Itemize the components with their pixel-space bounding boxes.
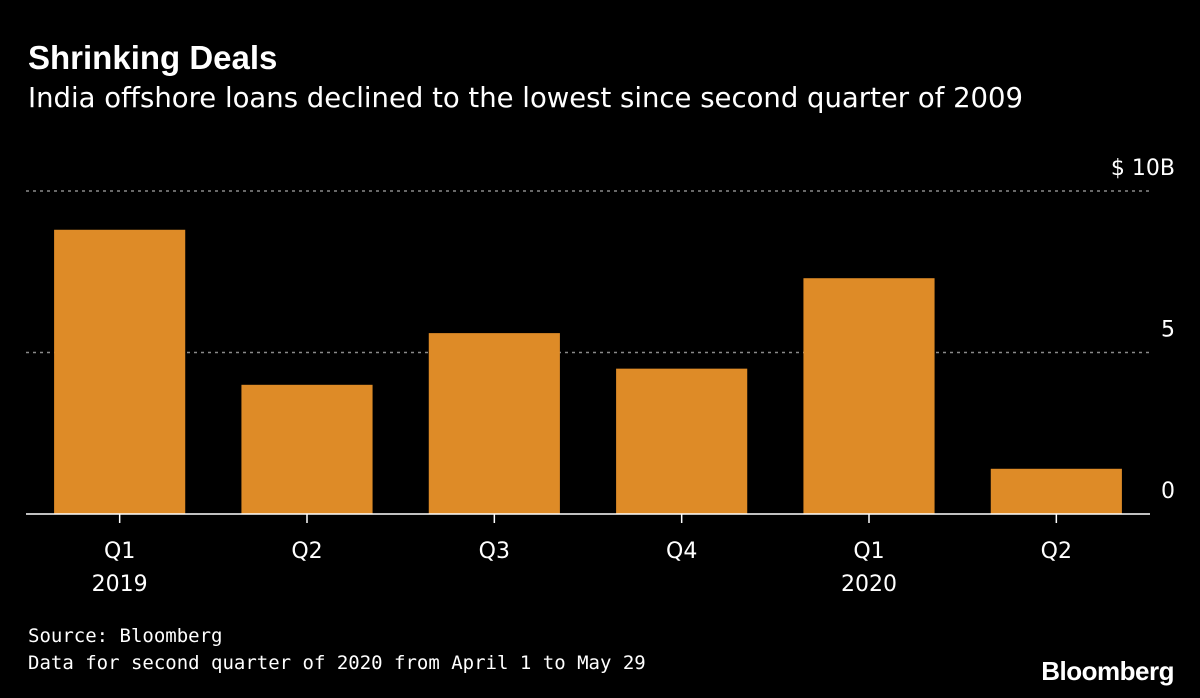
x-tick-label-0: Q1 bbox=[104, 539, 135, 564]
bars bbox=[54, 229, 1122, 514]
gridlines bbox=[26, 190, 1150, 354]
y-axis-labels: $ 10B 5 0 bbox=[1111, 156, 1175, 504]
x-tick-label-3: Q4 bbox=[666, 539, 697, 564]
bar-3 bbox=[616, 368, 748, 514]
x-tick-label-5: Q2 bbox=[1041, 539, 1072, 564]
source-note: Source: Bloomberg bbox=[28, 625, 223, 647]
bar-1 bbox=[241, 384, 373, 514]
chart-subtitle: India offshore loans declined to the low… bbox=[28, 82, 1024, 114]
x-axis: Q1 2019 Q2 Q3 Q4 Q1 2020 Q2 bbox=[26, 513, 1150, 597]
y-tick-label-0: $ 10B bbox=[1111, 156, 1175, 181]
bloomberg-logo: Bloomberg bbox=[1041, 656, 1174, 686]
bar-4 bbox=[803, 278, 935, 514]
x-year-label-0: 2019 bbox=[92, 572, 148, 597]
y-tick-label-1: 5 bbox=[1161, 318, 1175, 343]
chart-title: Shrinking Deals bbox=[28, 39, 278, 76]
y-tick-label-2: 0 bbox=[1161, 479, 1175, 504]
x-tick-label-1: Q2 bbox=[291, 539, 322, 564]
x-tick-label-2: Q3 bbox=[479, 539, 510, 564]
bar-5 bbox=[990, 468, 1122, 514]
data-note: Data for second quarter of 2020 from Apr… bbox=[28, 652, 646, 674]
bar-2 bbox=[428, 333, 560, 514]
x-tick-label-4: Q1 bbox=[853, 539, 884, 564]
bar-0 bbox=[54, 229, 186, 514]
x-year-label-4: 2020 bbox=[841, 572, 897, 597]
